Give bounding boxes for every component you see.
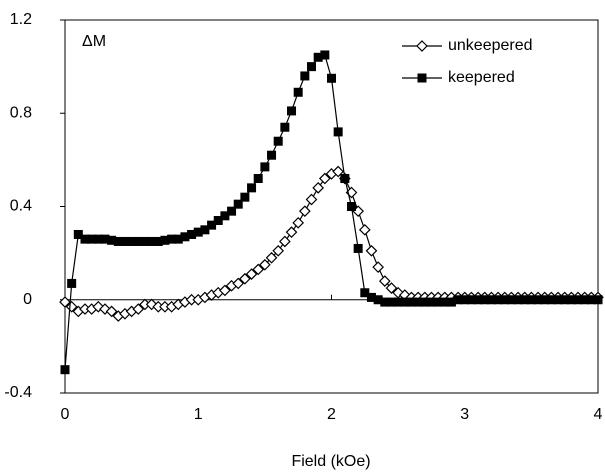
data-point	[332, 165, 345, 178]
data-point	[232, 277, 245, 290]
data-point	[227, 206, 237, 216]
legend-marker	[417, 73, 427, 83]
data-point	[59, 296, 71, 308]
data-point	[220, 211, 230, 221]
data-point	[340, 174, 350, 184]
data-point	[333, 127, 343, 137]
data-point	[265, 251, 278, 264]
data-point	[312, 182, 325, 194]
data-point	[73, 229, 83, 239]
y-tick-label: 1.2	[10, 11, 32, 28]
data-point	[365, 244, 378, 257]
data-point	[360, 288, 370, 298]
data-point	[346, 202, 356, 211]
data-point	[327, 73, 336, 83]
series-line	[64, 54, 598, 370]
legend-marker	[416, 40, 428, 52]
data-point	[245, 268, 258, 280]
data-point	[260, 162, 270, 172]
data-point	[285, 226, 298, 238]
data-point	[213, 215, 223, 225]
data-point	[273, 136, 283, 146]
data-point	[60, 365, 70, 375]
data-point	[240, 192, 250, 202]
data-point	[253, 174, 263, 184]
y-tick-label: -0.4	[4, 384, 32, 401]
y-tick-label: 0.8	[10, 104, 32, 121]
data-point	[320, 50, 330, 60]
data-point	[372, 261, 384, 273]
data-point	[287, 106, 297, 116]
legend-label: keepered	[448, 69, 515, 86]
data-point	[207, 220, 217, 230]
data-point	[65, 300, 78, 313]
data-point	[292, 216, 305, 229]
data-point	[358, 223, 371, 236]
data-point	[267, 150, 277, 160]
x-axis-label: Field (kOe)	[291, 453, 370, 470]
legend-label: unkeepered	[448, 37, 533, 54]
data-point	[200, 225, 210, 235]
x-tick-label: 1	[194, 406, 203, 423]
data-point	[378, 275, 391, 287]
data-point	[305, 193, 318, 206]
data-point	[299, 205, 311, 218]
data-point	[233, 199, 243, 209]
data-point	[280, 122, 290, 132]
data-point	[385, 282, 398, 294]
data-point	[132, 303, 145, 315]
data-point	[300, 71, 310, 81]
x-tick-label: 2	[327, 406, 336, 423]
annotation: ΔM	[82, 33, 106, 50]
data-point	[219, 284, 231, 297]
data-point	[318, 172, 331, 185]
data-point	[252, 263, 265, 276]
data-point	[593, 295, 603, 305]
data-point	[145, 298, 158, 311]
data-point	[92, 300, 105, 313]
data-point	[67, 278, 77, 288]
data-point	[105, 305, 118, 318]
y-tick-label: 0	[23, 291, 32, 308]
data-point	[272, 244, 285, 257]
data-point	[293, 87, 303, 97]
x-tick-label: 4	[594, 406, 603, 423]
data-point	[307, 62, 317, 72]
y-tick-label: 0.4	[10, 198, 32, 215]
x-tick-label: 3	[460, 406, 469, 423]
x-tick-label: 0	[61, 406, 70, 423]
data-point	[239, 272, 251, 285]
data-point	[259, 258, 271, 271]
data-point	[247, 183, 257, 193]
data-point	[279, 235, 291, 248]
data-point	[353, 243, 363, 253]
